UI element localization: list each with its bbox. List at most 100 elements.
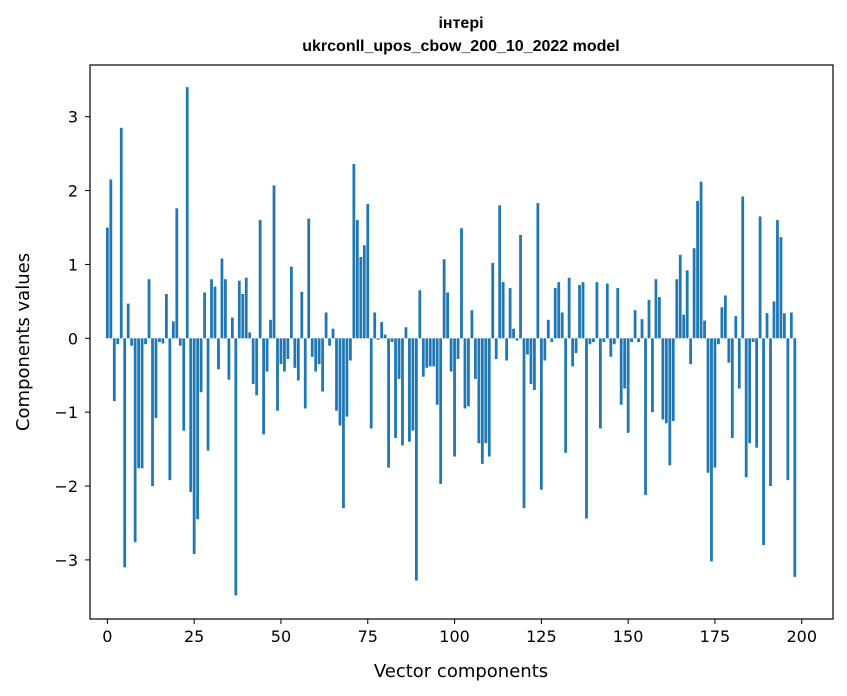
- bar: [713, 338, 717, 468]
- chart-title: інтері: [438, 15, 483, 32]
- bar: [203, 292, 206, 339]
- bar: [623, 338, 627, 389]
- bar: [387, 338, 390, 468]
- bar: [564, 338, 568, 453]
- bar: [140, 338, 144, 469]
- bar: [126, 303, 130, 339]
- bar: [335, 338, 338, 411]
- bar: [543, 338, 547, 361]
- bar: [720, 307, 724, 339]
- bar: [189, 338, 193, 492]
- x-tick-label: 75: [358, 627, 378, 646]
- bar: [609, 338, 613, 357]
- bar: [352, 163, 356, 339]
- bar: [758, 216, 762, 339]
- bar: [130, 338, 134, 346]
- bar: [723, 295, 727, 339]
- bar: [560, 312, 564, 339]
- bar: [439, 338, 443, 484]
- bar: [519, 234, 522, 339]
- bar: [286, 338, 290, 359]
- bar: [394, 338, 397, 439]
- bar: [779, 237, 783, 339]
- y-tick-label: 1: [68, 255, 78, 274]
- bar: [699, 181, 703, 339]
- bar: [703, 320, 706, 339]
- bar: [310, 338, 314, 357]
- x-tick-label: 175: [700, 627, 731, 646]
- bar: [449, 338, 453, 372]
- bar: [605, 283, 609, 339]
- bar: [303, 338, 307, 409]
- bar: [567, 277, 571, 339]
- bar: [769, 338, 772, 487]
- bar: [213, 286, 217, 339]
- bar: [550, 338, 554, 342]
- bar: [456, 338, 460, 359]
- bar: [258, 220, 262, 339]
- bar: [171, 321, 175, 339]
- bar: [276, 338, 279, 411]
- bar: [536, 203, 540, 339]
- bar: [539, 338, 543, 490]
- bar: [185, 87, 189, 339]
- bar: [651, 338, 654, 413]
- bar: [112, 338, 116, 402]
- bar: [342, 338, 345, 509]
- bar: [161, 338, 165, 344]
- bar: [644, 338, 647, 495]
- bar: [512, 328, 515, 339]
- x-tick-label: 0: [102, 627, 112, 646]
- bar: [182, 338, 186, 431]
- bar: [289, 266, 293, 339]
- bar: [737, 338, 741, 389]
- bar: [220, 258, 224, 339]
- bar: [244, 277, 248, 339]
- bar: [359, 257, 363, 339]
- bar: [265, 338, 269, 372]
- bar: [321, 338, 325, 392]
- bar: [744, 338, 748, 478]
- bar: [401, 338, 404, 446]
- bar: [546, 319, 550, 339]
- bar: [237, 280, 241, 339]
- bar: [727, 338, 731, 363]
- y-tick-label: −2: [54, 477, 78, 496]
- bar: [574, 338, 578, 354]
- bar: [783, 313, 786, 339]
- bar: [453, 338, 456, 457]
- bar: [668, 338, 672, 466]
- bar: [345, 338, 349, 417]
- bar: [557, 282, 561, 339]
- bar: [581, 282, 585, 339]
- bar: [494, 338, 498, 359]
- bar: [460, 228, 463, 339]
- bar: [526, 338, 529, 355]
- bar: [338, 338, 342, 426]
- bar: [251, 338, 255, 385]
- y-tick-label: 3: [68, 108, 78, 127]
- bar: [262, 338, 265, 435]
- bar: [710, 338, 713, 562]
- bar: [269, 319, 272, 339]
- bar: [678, 254, 682, 339]
- bar: [380, 322, 384, 339]
- bar: [227, 338, 231, 380]
- bar: [283, 338, 286, 372]
- bar: [689, 338, 693, 365]
- bar: [328, 338, 331, 346]
- bar: [119, 127, 123, 339]
- bar: [477, 338, 481, 444]
- y-tick-label: 0: [68, 329, 78, 348]
- bar: [685, 270, 689, 339]
- bar: [706, 338, 710, 473]
- bar: [408, 338, 411, 442]
- bar: [432, 338, 436, 367]
- bar: [109, 179, 113, 339]
- bar: [682, 314, 686, 339]
- bar: [369, 338, 373, 429]
- bar: [595, 282, 599, 339]
- bar: [178, 338, 182, 346]
- x-tick-label: 150: [613, 627, 644, 646]
- bar: [671, 338, 675, 422]
